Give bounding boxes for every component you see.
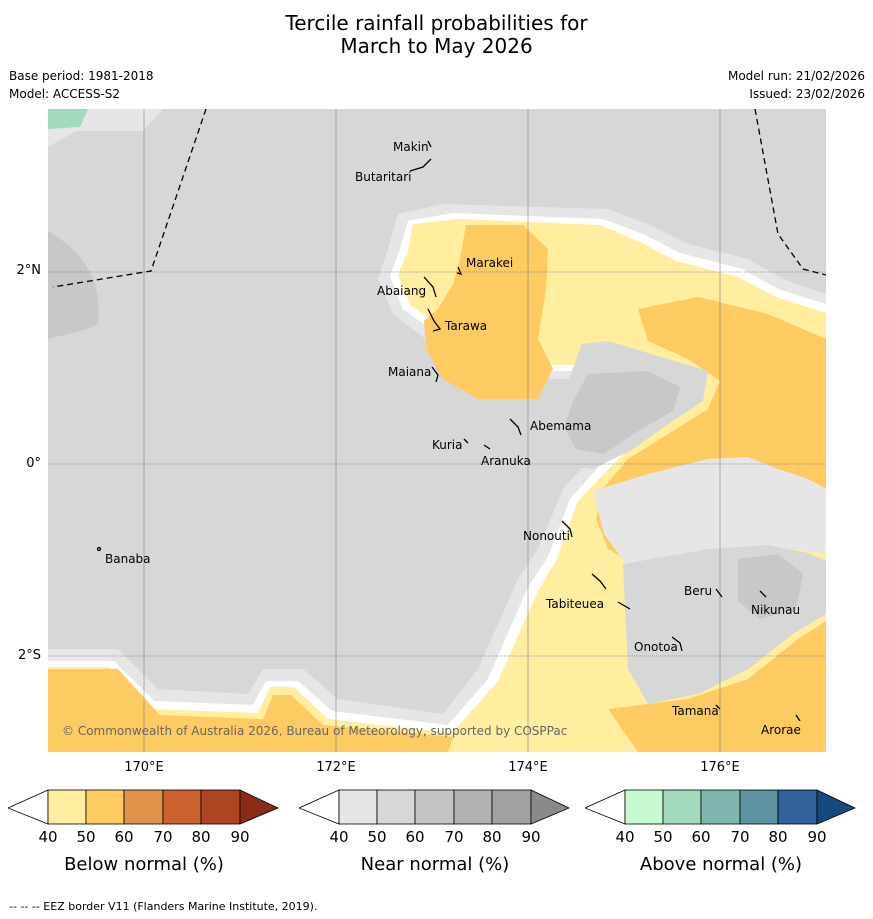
tick-label: 60 xyxy=(114,828,134,846)
island-outlines xyxy=(96,140,801,722)
chart-title: Tercile rainfall probabilities for March… xyxy=(0,12,873,58)
legend-swatch xyxy=(338,789,378,825)
island-label: Beru xyxy=(684,584,712,598)
lon-label: 170°E xyxy=(124,760,164,775)
colorbar-below-normal: 40 50 60 70 80 90 Below normal (%) xyxy=(6,788,280,878)
tick-label: 40 xyxy=(329,828,349,846)
colorbar-caption: Below normal (%) xyxy=(64,854,224,875)
island-label: Butaritari xyxy=(355,170,412,184)
near-normal-60-inner-region xyxy=(564,371,680,454)
legend-swatch xyxy=(85,789,125,825)
tick-label: 80 xyxy=(482,828,502,846)
base-period: Base period: 1981-2018 xyxy=(9,69,154,83)
lon-label: 176°E xyxy=(700,760,740,775)
eez-border xyxy=(52,109,826,288)
island-label: Nikunau xyxy=(751,603,800,617)
tick-label: 40 xyxy=(38,828,58,846)
title-line-1: Tercile rainfall probabilities for xyxy=(285,11,588,35)
island-label: Makin xyxy=(393,140,429,154)
island-label: Aranuka xyxy=(481,454,531,468)
above-normal-corner xyxy=(48,109,88,129)
legend-swatch xyxy=(662,789,702,825)
lat-label: 0° xyxy=(26,456,41,471)
colorbar-above-swatches xyxy=(583,789,856,825)
tick-label: 50 xyxy=(76,828,96,846)
legend-swatch xyxy=(239,789,279,825)
lon-label: 172°E xyxy=(316,760,356,775)
colorbar-below-swatches xyxy=(6,789,279,825)
below-normal-50-region-north xyxy=(424,225,553,399)
tick-label: 60 xyxy=(405,828,425,846)
island-label: Tamana xyxy=(671,704,719,718)
tick-label: 40 xyxy=(615,828,635,846)
title-line-2: March to May 2026 xyxy=(340,34,533,58)
colorbar-near-normal: 40 50 60 70 80 90 Near normal (%) xyxy=(297,788,571,878)
legend-swatch xyxy=(414,789,455,825)
island-label: Tarawa xyxy=(444,319,487,333)
island-label: Abaiang xyxy=(377,284,426,298)
legend-swatch xyxy=(700,789,741,825)
island-label: Tabiteuea xyxy=(545,597,604,611)
island-labels: Makin Butaritari Marakei Abaiang Tarawa … xyxy=(105,140,801,737)
legend-swatch xyxy=(777,789,818,825)
legend-swatch xyxy=(47,789,87,825)
lat-label: 2°S xyxy=(17,648,41,663)
tick-label: 50 xyxy=(367,828,387,846)
island-label: Banaba xyxy=(105,552,151,566)
model-run: Model run: 21/02/2026 xyxy=(727,69,865,83)
island-label: Kuria xyxy=(432,438,463,452)
legend-swatch xyxy=(816,789,856,825)
island-label: Abemama xyxy=(530,419,591,433)
island-label: Nonouti xyxy=(523,529,570,543)
lat-label: 2°N xyxy=(16,263,42,278)
island-label: Marakei xyxy=(466,256,513,270)
legend-swatch xyxy=(200,789,241,825)
probability-map: Makin Butaritari Marakei Abaiang Tarawa … xyxy=(48,109,826,752)
tick-label: 50 xyxy=(653,828,673,846)
copyright-notice: © Commonwealth of Australia 2026, Bureau… xyxy=(62,724,568,738)
below-normal-50-region-southwest xyxy=(48,669,453,752)
legend-swatch xyxy=(624,789,664,825)
tick-label: 70 xyxy=(153,828,173,846)
tick-label: 70 xyxy=(444,828,464,846)
colorbar-near-swatches xyxy=(297,789,570,825)
colorbar-caption: Above normal (%) xyxy=(639,854,803,875)
legend-swatch xyxy=(123,789,164,825)
legend-swatch xyxy=(491,789,532,825)
graticule xyxy=(143,109,721,752)
issued-date: Issued: 23/02/2026 xyxy=(749,87,865,101)
model-name: Model: ACCESS-S2 xyxy=(9,87,121,101)
island-label: Arorae xyxy=(761,723,801,737)
tick-label: 80 xyxy=(768,828,788,846)
island-label: Maiana xyxy=(388,365,431,379)
near-normal-60-region xyxy=(48,231,99,339)
legend-swatch xyxy=(162,789,202,825)
meta-left: Base period: 1981-2018 Model: ACCESS-S2 xyxy=(9,67,154,103)
tick-label: 90 xyxy=(807,828,827,846)
tick-label: 90 xyxy=(521,828,541,846)
colorbar-above-normal: 40 50 60 70 80 90 Above normal (%) xyxy=(583,788,857,878)
legend-swatch xyxy=(739,789,779,825)
tick-label: 90 xyxy=(230,828,250,846)
below-normal-50-region-southeast xyxy=(608,621,826,752)
tick-label: 60 xyxy=(691,828,711,846)
colorbar-caption: Near normal (%) xyxy=(360,854,510,875)
lon-label: 174°E xyxy=(508,760,548,775)
tick-label: 80 xyxy=(191,828,211,846)
footnote: -- -- -- EEZ border V11 (Flanders Marine… xyxy=(9,900,318,913)
meta-right: Model run: 21/02/2026 Issued: 23/02/2026 xyxy=(728,67,865,103)
legend-swatch xyxy=(530,789,570,825)
island-label: Onotoa xyxy=(634,640,678,654)
tick-label: 70 xyxy=(730,828,750,846)
legend-swatch xyxy=(376,789,416,825)
legend-swatch xyxy=(453,789,493,825)
